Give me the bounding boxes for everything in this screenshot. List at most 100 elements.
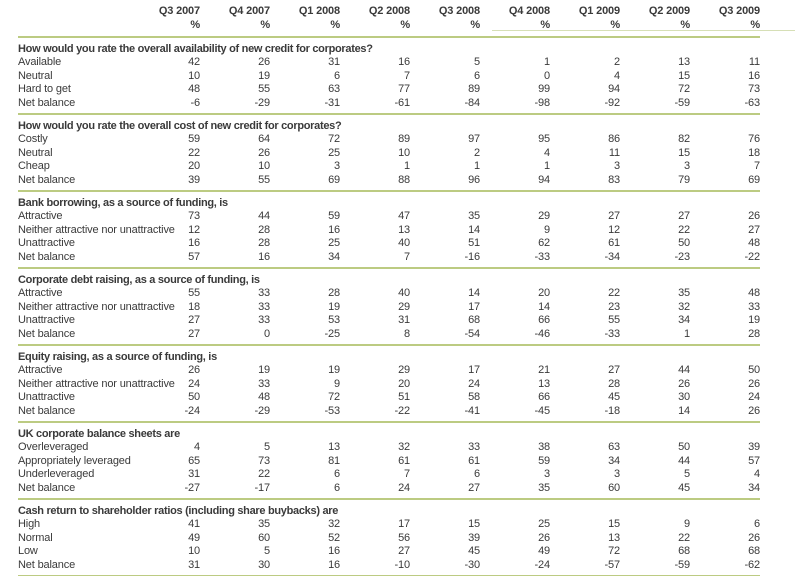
value-cell: 26 — [748, 210, 760, 222]
row-label: Neutral — [18, 69, 53, 82]
value-cell: 1 — [620, 327, 690, 346]
row-label: Neither attractive nor unattractive — [18, 300, 175, 313]
column-header: Q3 2008% — [410, 0, 480, 38]
table-row: Net balance 27 0 -25 8 -54 -46 -33 1 28 — [18, 327, 760, 346]
value-cell: -22 — [690, 250, 760, 269]
section-title: Corporate debt raising, as a source of f… — [18, 273, 260, 286]
value-cell: 45 — [620, 481, 690, 500]
value-cell: -27 — [130, 481, 200, 500]
row-label: Neither attractive nor unattractive — [18, 377, 175, 390]
column-header: Q4 2007% — [200, 0, 270, 38]
value-cell: 55 — [200, 173, 270, 192]
value-cell: 20 — [398, 377, 410, 390]
value-cell: 50 — [748, 364, 760, 376]
value-cell: 33 — [468, 441, 480, 453]
value-cell: 50 — [188, 391, 200, 403]
table-row: Hard to get 48 55 63 77 89 99 94 72 73 — [18, 83, 760, 97]
value-cell: 27 — [608, 210, 620, 222]
section-title-row: Equity raising, as a source of funding, … — [18, 345, 760, 364]
value-cell: 6 — [474, 468, 480, 480]
value-cell: 81 — [328, 454, 340, 467]
table-row: Costly 59 64 72 89 97 95 86 82 76 — [18, 133, 760, 147]
unit-label: % — [330, 18, 340, 31]
value-cell: -16 — [410, 250, 480, 269]
value-cell: 63 — [608, 441, 620, 453]
table-row: Net balance 57 16 34 7 -16 -33 -34 -23 -22 — [18, 250, 760, 269]
value-cell: 3 — [544, 468, 550, 480]
row-label: Net balance — [18, 173, 130, 192]
value-cell: 27 — [748, 223, 760, 236]
value-cell: -33 — [550, 327, 620, 346]
row-label: Net balance — [18, 96, 130, 115]
value-cell: 5 — [264, 441, 270, 453]
table-row: Underleveraged 31 22 6 7 6 3 3 5 4 — [18, 468, 760, 482]
value-cell: 15 — [678, 69, 690, 82]
value-cell: 32 — [678, 300, 690, 313]
column-header: Q2 2008% — [340, 0, 410, 38]
value-cell: -59 — [620, 96, 690, 115]
value-cell: 16 — [398, 56, 410, 68]
table-body: How would you rate the overall availabil… — [18, 37, 760, 576]
value-cell: 18 — [748, 146, 760, 159]
value-cell: 48 — [258, 391, 270, 403]
value-cell: 69 — [270, 173, 340, 192]
unit-label: % — [260, 18, 270, 31]
value-cell: 32 — [398, 441, 410, 453]
table-row: Attractive 26 19 19 29 17 21 27 44 50 — [18, 364, 760, 378]
value-cell: 22 — [678, 531, 690, 544]
section-title: UK corporate balance sheets are — [18, 427, 180, 440]
value-cell: 33 — [748, 300, 760, 313]
value-cell: -24 — [130, 404, 200, 423]
value-cell: 68 — [748, 545, 760, 557]
value-cell: 28 — [258, 237, 270, 249]
value-cell: 50 — [678, 441, 690, 453]
value-cell: 6 — [270, 481, 340, 500]
value-cell: 41 — [188, 518, 200, 530]
value-cell: 68 — [678, 545, 690, 557]
value-cell: 62 — [538, 237, 550, 249]
value-cell: 69 — [690, 173, 760, 192]
value-cell: 12 — [608, 223, 620, 236]
value-cell: 89 — [398, 133, 410, 145]
corner-cell — [18, 0, 130, 38]
table-row: Unattractive 50 48 72 51 58 66 45 30 24 — [18, 391, 760, 405]
value-cell: 27 — [398, 545, 410, 557]
value-cell: -17 — [200, 481, 270, 500]
column-header: Q1 2008% — [270, 0, 340, 38]
value-cell: 73 — [258, 454, 270, 467]
value-cell: 89 — [468, 83, 480, 95]
table-row: Attractive 55 33 28 40 14 20 22 35 48 — [18, 287, 760, 301]
table-row: Unattractive 16 28 25 40 51 62 61 50 48 — [18, 237, 760, 251]
row-label: Overleveraged — [18, 441, 89, 453]
value-cell: 59 — [328, 210, 340, 222]
value-cell: -18 — [550, 404, 620, 423]
value-cell: 18 — [188, 300, 200, 313]
value-cell: 61 — [608, 237, 620, 249]
table-row: Net balance -6 -29 -31 -61 -84 -98 -92 -59 -63 — [18, 96, 760, 115]
value-cell: 24 — [748, 391, 760, 403]
value-cell: 16 — [748, 69, 760, 82]
value-cell: 7 — [404, 468, 410, 480]
value-cell: -92 — [550, 96, 620, 115]
value-cell: 40 — [398, 287, 410, 299]
value-cell: 30 — [678, 391, 690, 403]
value-cell: -24 — [480, 558, 550, 576]
row-label: Normal — [18, 531, 53, 544]
value-cell: 52 — [328, 531, 340, 544]
value-cell: 72 — [328, 391, 340, 403]
row-label: High — [18, 518, 41, 530]
value-cell: 39 — [748, 441, 760, 453]
value-cell: 49 — [188, 531, 200, 544]
value-cell: 26 — [678, 377, 690, 390]
value-cell: 44 — [678, 454, 690, 467]
value-cell: 64 — [258, 133, 270, 145]
value-cell: 22 — [678, 223, 690, 236]
value-cell: 55 — [608, 314, 620, 326]
value-cell: 66 — [538, 391, 550, 403]
value-cell: 22 — [188, 146, 200, 159]
value-cell: -61 — [340, 96, 410, 115]
value-cell: 14 — [468, 223, 480, 236]
value-cell: 19 — [328, 364, 340, 376]
value-cell: 10 — [188, 545, 200, 557]
unit-label: % — [470, 18, 480, 31]
